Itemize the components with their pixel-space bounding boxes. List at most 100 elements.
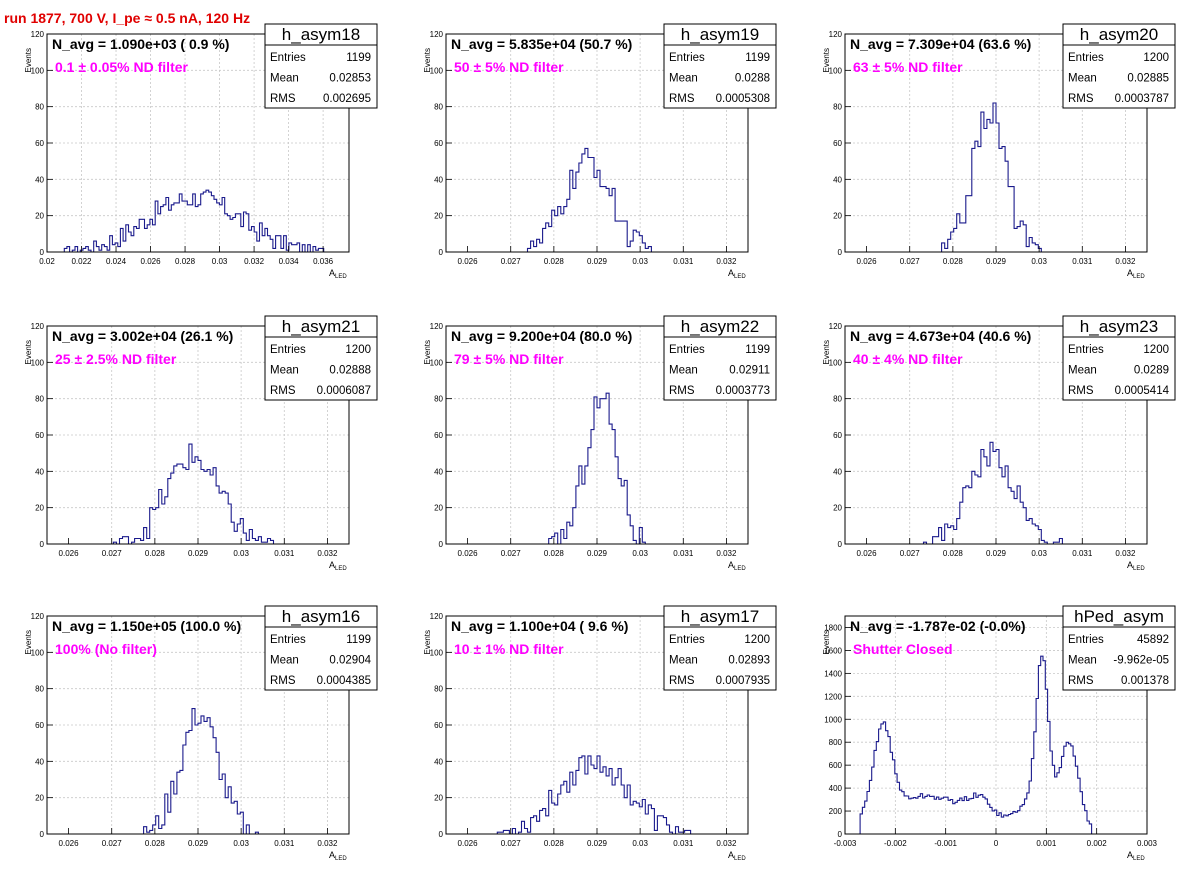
y-tick-label: 20 [833, 212, 842, 221]
y-axis-title: Events [423, 630, 432, 654]
x-tick-label: 0.001 [1036, 839, 1057, 848]
y-tick-label: 120 [430, 30, 444, 39]
chart-panel-h_asym20: 0.026 0.027 0.028 0.029 0.03 0.031 0.032 0 20 40 6… [822, 23, 1176, 280]
histogram-line [845, 102, 1147, 253]
y-tick-label: 20 [35, 794, 44, 803]
x-tick-label: 0.032 [1115, 257, 1136, 266]
x-tick-label: 0.036 [313, 257, 334, 266]
x-tick-label: 0.03 [1031, 549, 1047, 558]
x-tick-label: 0.031 [274, 549, 295, 558]
y-tick-label: 40 [434, 175, 443, 184]
stats-value: 0.0003787 [1115, 93, 1169, 105]
y-tick-label: 1600 [824, 646, 842, 655]
stats-box [663, 315, 777, 401]
y-tick-label: 0 [439, 540, 444, 549]
x-tick-label: 0.027 [501, 839, 522, 848]
stats-value: 0.0006087 [317, 385, 371, 397]
x-axis-title: ALED [1127, 268, 1145, 280]
stats-box [264, 23, 378, 109]
stats-value: 1200 [1143, 344, 1169, 356]
stats-box [264, 605, 378, 691]
y-tick-label: 40 [833, 467, 842, 476]
x-tick-label: 0.029 [587, 257, 608, 266]
y-axis-title: Events [822, 48, 831, 72]
histogram-line [63, 189, 332, 253]
y-axis-title: Events [24, 340, 33, 364]
y-tick-label: 0 [40, 540, 45, 549]
x-tick-label: 0.031 [673, 257, 694, 266]
navg-label: N_avg = -1.787e-02 (-0.0%) [850, 618, 1025, 634]
stats-box [1062, 315, 1176, 401]
x-tick-label: 0.029 [188, 839, 209, 848]
y-tick-label: 0 [838, 830, 843, 839]
histogram-name: hPed_asym [1074, 607, 1164, 626]
y-tick-label: 1000 [824, 715, 842, 724]
stats-label: Mean [1068, 73, 1097, 85]
filter-label: 0.1 ± 0.05% ND filter [55, 59, 189, 75]
stats-label: Entries [669, 52, 705, 64]
chart-panel-h_asym22: 0.026 0.027 0.028 0.029 0.03 0.031 0.032 0 20 40 6… [423, 315, 777, 572]
y-tick-label: 100 [829, 358, 843, 367]
y-tick-label: 80 [833, 103, 842, 112]
x-tick-label: 0.028 [943, 549, 964, 558]
x-tick-label: 0.027 [900, 549, 921, 558]
filter-label: 63 ± 5% ND filter [853, 59, 963, 75]
y-tick-label: 0 [439, 830, 444, 839]
x-tick-label: 0.031 [673, 839, 694, 848]
stats-label: Entries [270, 634, 306, 646]
navg-label: N_avg = 1.100e+04 ( 9.6 %) [451, 618, 628, 634]
x-tick-label: 0.026 [458, 549, 479, 558]
y-tick-label: 0 [40, 248, 45, 257]
stats-value: 0.001378 [1121, 675, 1169, 687]
y-tick-label: 0 [40, 830, 45, 839]
y-tick-label: 100 [31, 648, 45, 657]
stats-label: Entries [669, 634, 705, 646]
stats-value: 0.02888 [329, 365, 371, 377]
navg-label: N_avg = 7.309e+04 (63.6 %) [850, 36, 1031, 52]
x-tick-label: 0.032 [716, 839, 737, 848]
y-axis-title: Events [24, 48, 33, 72]
stats-value: 0.0003773 [716, 385, 770, 397]
x-tick-label: 0.032 [317, 839, 338, 848]
x-tick-label: 0.03 [233, 549, 249, 558]
stats-value: 0.02911 [729, 365, 770, 377]
stats-value: 1199 [745, 344, 770, 356]
x-tick-label: -0.002 [884, 839, 907, 848]
stats-value: 1200 [345, 344, 371, 356]
stats-box [264, 315, 378, 401]
stats-label: Mean [270, 655, 299, 667]
histogram-name: h_asym17 [681, 607, 759, 626]
stats-value: 45892 [1137, 634, 1169, 646]
stats-label: Mean [669, 655, 698, 667]
stats-label: Mean [1068, 655, 1097, 667]
stats-label: RMS [270, 385, 296, 397]
x-axis-title: ALED [728, 560, 746, 572]
stats-label: Entries [270, 52, 306, 64]
x-tick-label: 0.028 [943, 257, 964, 266]
y-tick-label: 120 [31, 612, 45, 621]
x-tick-label: 0.029 [587, 549, 608, 558]
x-tick-label: 0.032 [716, 549, 737, 558]
stats-value: 0.0004385 [317, 675, 371, 687]
stats-label: RMS [1068, 675, 1094, 687]
x-axis-title: ALED [329, 850, 347, 862]
y-tick-label: 200 [829, 807, 843, 816]
y-tick-label: 800 [829, 738, 843, 747]
stats-label: Mean [1068, 365, 1097, 377]
y-tick-label: 0 [838, 248, 843, 257]
x-tick-label: 0.028 [175, 257, 196, 266]
y-tick-label: 80 [833, 395, 842, 404]
y-tick-label: 0 [838, 540, 843, 549]
x-tick-label: 0.027 [102, 549, 123, 558]
y-tick-label: 120 [430, 612, 444, 621]
x-tick-label: -0.003 [834, 839, 857, 848]
x-tick-label: 0.026 [458, 839, 479, 848]
stats-label: RMS [669, 675, 695, 687]
histogram-line [47, 708, 349, 835]
stats-box [663, 605, 777, 691]
x-tick-label: 0.034 [279, 257, 300, 266]
y-tick-label: 40 [35, 757, 44, 766]
stats-value: 0.0007935 [716, 675, 770, 687]
x-tick-label: 0.028 [544, 549, 565, 558]
